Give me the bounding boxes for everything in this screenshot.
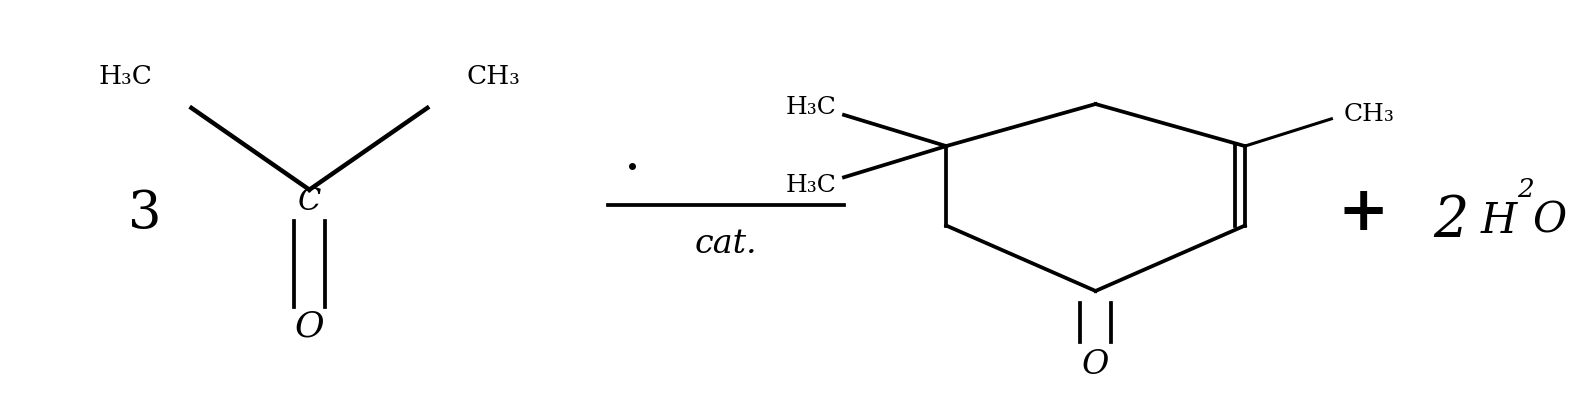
Text: 2: 2 — [1517, 177, 1533, 202]
Text: 2: 2 — [1434, 194, 1468, 248]
Text: +: + — [1337, 183, 1388, 243]
Text: O: O — [1082, 349, 1110, 381]
Text: cat.: cat. — [695, 228, 758, 260]
Text: H₃C: H₃C — [785, 96, 837, 118]
Text: H₃C: H₃C — [785, 173, 837, 197]
Text: C: C — [298, 186, 321, 217]
Text: CH₃: CH₃ — [467, 64, 521, 89]
Text: O: O — [1533, 200, 1566, 242]
Text: O: O — [295, 309, 324, 343]
Text: 3: 3 — [128, 188, 161, 239]
Text: CH₃: CH₃ — [1344, 103, 1394, 126]
Text: H₃C: H₃C — [98, 64, 152, 89]
Text: H: H — [1481, 200, 1517, 242]
